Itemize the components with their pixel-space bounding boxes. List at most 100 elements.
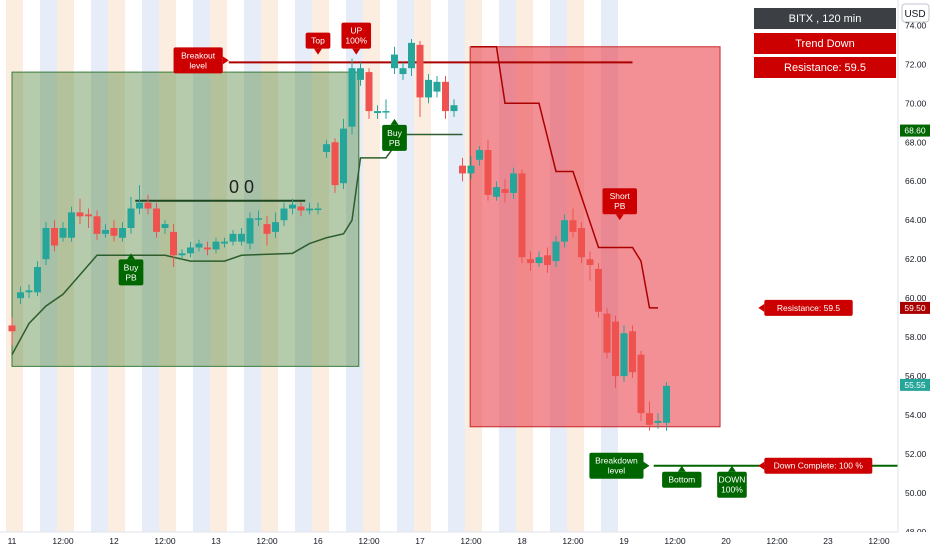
candle-body <box>59 228 67 238</box>
candle-body <box>493 187 500 197</box>
session-band-warm <box>6 0 23 532</box>
session-band-cool <box>142 0 159 532</box>
candle-body <box>348 68 356 127</box>
candle-body <box>595 268 602 312</box>
trend-status: Trend Down <box>754 33 896 54</box>
x-tick-label: 11 <box>8 536 17 546</box>
callout-box <box>764 299 853 316</box>
candle-body <box>331 142 339 186</box>
price-badge <box>900 124 930 137</box>
candle-body <box>153 208 160 232</box>
x-tick-label: 23 <box>823 536 833 546</box>
candle-body <box>484 150 492 195</box>
y-tick-label: 54.00 <box>905 410 927 420</box>
x-tick-label: 12:00 <box>664 536 686 546</box>
callout-label: Resistance: 59.5 <box>758 299 853 316</box>
candle-body <box>442 81 449 112</box>
candle-body <box>297 206 305 211</box>
candle-body <box>399 68 407 75</box>
callout-text: Breakout <box>181 50 216 60</box>
candle-body <box>8 325 16 332</box>
callout-label: Down Complete: 100 % <box>758 457 873 474</box>
candle-body <box>187 247 194 254</box>
callout-arrow <box>727 465 736 472</box>
candle-body <box>306 208 313 211</box>
candle-body <box>544 255 551 266</box>
callout-text: UP <box>350 26 362 36</box>
candle-body <box>229 233 237 242</box>
candle-body <box>382 111 390 113</box>
callout-arrow <box>352 48 361 55</box>
candle-body <box>93 216 101 234</box>
zeros-label: 0 0 <box>229 177 254 197</box>
trailing-stop-green-line <box>11 133 463 356</box>
candle-body <box>416 44 424 98</box>
price-badge-label: 59.50 <box>904 303 926 313</box>
callout-box <box>382 124 407 151</box>
x-tick-label: 12:00 <box>256 536 278 546</box>
y-tick-label: 70.00 <box>905 98 927 108</box>
callout-arrow <box>222 56 229 65</box>
callout-text: Short <box>610 191 631 201</box>
candle-body <box>25 290 33 293</box>
candle-body <box>212 241 220 250</box>
callout-label: Bottom <box>662 465 702 488</box>
resistance-status: Resistance: 59.5 <box>754 57 896 78</box>
session-band-warm <box>108 0 125 532</box>
candle-body <box>127 208 135 228</box>
candle-body <box>255 218 262 220</box>
price-badge <box>900 378 930 391</box>
candle-body <box>365 72 373 112</box>
callout-box <box>764 457 873 474</box>
symbol-title: BITX , 120 min <box>754 8 896 29</box>
x-tick-label: 12:00 <box>562 536 584 546</box>
candle-body <box>425 79 432 98</box>
callout-box <box>305 32 331 49</box>
session-band-cool <box>397 0 414 532</box>
candle-body <box>246 218 254 244</box>
callout-text: level <box>189 60 207 70</box>
candle-body <box>467 165 475 174</box>
y-tick-label: 60.00 <box>905 293 927 303</box>
candle-body <box>527 259 534 264</box>
session-band-warm <box>363 0 380 532</box>
green-zone-box <box>11 71 360 367</box>
session-band-cool <box>193 0 210 532</box>
time-axis-bg <box>0 532 932 550</box>
session-band-warm <box>210 0 227 532</box>
callout-arrow <box>643 461 650 470</box>
callout-text: DOWN <box>718 475 745 485</box>
x-tick-label: 12:00 <box>868 536 890 546</box>
callout-arrow <box>127 253 135 260</box>
callout-text: Buy <box>124 262 139 272</box>
x-tick-label: 12:00 <box>358 536 380 546</box>
candle-body <box>637 354 645 414</box>
candle-body <box>578 228 585 258</box>
candle-body <box>450 105 458 112</box>
callout-arrow <box>758 303 765 312</box>
y-tick-label: 72.00 <box>905 59 927 69</box>
price-badge-label: 55.55 <box>904 380 926 390</box>
candle-body <box>518 173 526 258</box>
session-band-cool <box>244 0 261 532</box>
price-badge <box>900 301 930 314</box>
callout-text: Bottom <box>668 475 695 485</box>
session-band-warm <box>312 0 329 532</box>
callout-text: Top <box>311 36 325 46</box>
x-tick-label: 18 <box>517 536 527 546</box>
candles <box>8 38 670 431</box>
callout-text: PB <box>389 138 401 148</box>
candle-body <box>170 231 177 256</box>
callout-text: level <box>608 466 626 476</box>
candle-body <box>646 413 653 425</box>
callout-label: Top <box>305 32 331 55</box>
candle-body <box>323 144 330 152</box>
